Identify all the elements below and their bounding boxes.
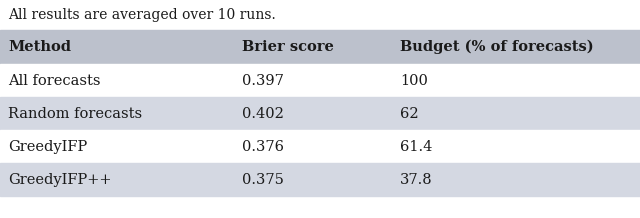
- Text: Budget (% of forecasts): Budget (% of forecasts): [400, 40, 594, 54]
- Bar: [0, 130, 640, 163]
- Text: Random forecasts: Random forecasts: [8, 107, 142, 121]
- Text: 0.397: 0.397: [242, 73, 284, 87]
- Text: 62: 62: [400, 107, 419, 121]
- Text: Method: Method: [8, 40, 71, 54]
- Text: All forecasts: All forecasts: [8, 73, 100, 87]
- Text: 0.376: 0.376: [242, 140, 284, 153]
- Text: 37.8: 37.8: [400, 172, 433, 187]
- Text: All results are averaged over 10 runs.: All results are averaged over 10 runs.: [8, 8, 276, 22]
- Bar: [0, 163, 640, 196]
- Text: 61.4: 61.4: [400, 140, 433, 153]
- Bar: [0, 97, 640, 130]
- Text: Brier score: Brier score: [242, 40, 334, 54]
- Text: GreedyIFP: GreedyIFP: [8, 140, 87, 153]
- Text: 100: 100: [400, 73, 428, 87]
- Text: 0.375: 0.375: [242, 172, 284, 187]
- Text: 0.402: 0.402: [242, 107, 284, 121]
- Bar: [0, 30, 640, 64]
- Text: GreedyIFP++: GreedyIFP++: [8, 172, 111, 187]
- Bar: [0, 64, 640, 97]
